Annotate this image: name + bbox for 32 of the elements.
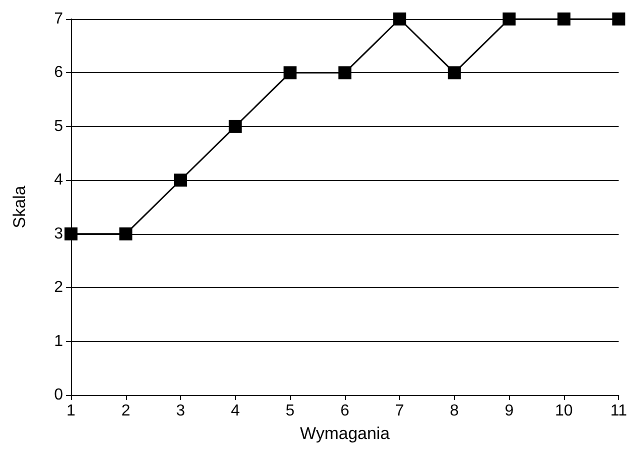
y-tick-label: 6 <box>54 64 64 82</box>
y-axis-title: Skala <box>10 185 29 228</box>
point <box>119 227 132 240</box>
point <box>174 174 188 187</box>
point <box>64 227 78 240</box>
point <box>338 66 352 80</box>
y-tick-label: 2 <box>54 279 64 296</box>
y-tick-label: 7 <box>54 10 64 28</box>
x-tick-label: 10 <box>555 402 573 420</box>
x-tick-label: 11 <box>610 402 628 420</box>
x-tick-label: 2 <box>121 402 130 420</box>
y-tick-label: 4 <box>54 172 64 189</box>
y-tick-label: 1 <box>54 332 64 350</box>
point <box>448 66 461 80</box>
x-axis-title: Wymagania <box>300 424 390 443</box>
x-tick-label: 4 <box>230 402 240 420</box>
x-tick-label: 3 <box>176 402 186 420</box>
x-tick-label: 9 <box>504 402 514 420</box>
y-tick-label: 3 <box>54 225 64 242</box>
x-tick-label: 5 <box>286 402 295 420</box>
x-tick-label: 8 <box>450 402 459 420</box>
point <box>557 12 570 26</box>
point <box>502 12 516 26</box>
y-tick-label: 5 <box>54 118 64 135</box>
x-tick-label: 6 <box>340 402 350 420</box>
point <box>228 120 242 133</box>
x-tick-label: 7 <box>395 402 404 420</box>
point <box>612 12 626 26</box>
x-tick-label: 1 <box>66 402 76 420</box>
y-tick-label: 0 <box>54 386 64 404</box>
point <box>284 66 297 80</box>
point <box>393 12 406 26</box>
